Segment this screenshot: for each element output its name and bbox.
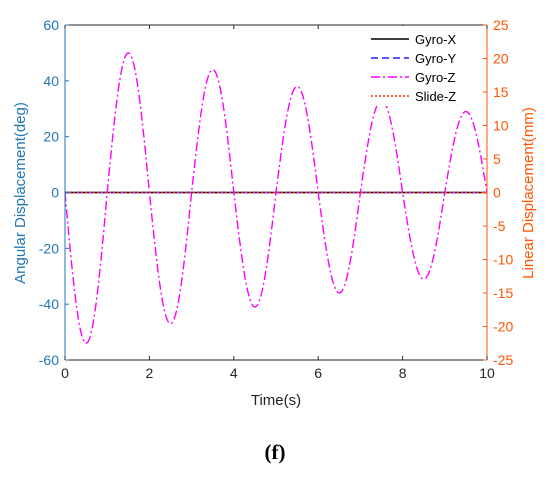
legend-entry: Gyro-X [415, 32, 457, 47]
right-y-tick-label: 15 [493, 84, 509, 100]
left-y-tick-label: -60 [39, 352, 59, 368]
left-y-tick-label: -20 [39, 240, 59, 256]
left-y-tick-label: 60 [43, 17, 59, 33]
legend-entry: Slide-Z [415, 89, 456, 104]
right-y-tick-label: 20 [493, 51, 509, 67]
right-y-tick-label: 10 [493, 118, 509, 134]
x-tick-label: 8 [399, 365, 407, 381]
axes-layer: 0 2 4 6 8 10 -60 -40 -20 0 20 40 60 -25 -20 -15 -10 -5 0 5 1… [39, 17, 514, 381]
legend-entry: Gyro-Y [415, 51, 457, 66]
left-y-tick-label: 40 [43, 73, 59, 89]
x-axis-label: Time(s) [251, 392, 301, 409]
right-y-tick-label: -15 [493, 285, 513, 301]
right-y-tick-label: -20 [493, 319, 513, 335]
left-y-tick-label: 0 [51, 185, 59, 201]
legend-entry: Gyro-Z [415, 70, 456, 85]
right-y-tick-label: 0 [493, 185, 501, 201]
series-gyro-z-line [64, 52, 488, 344]
left-y-tick-label: -40 [39, 296, 59, 312]
x-tick-label: 10 [479, 365, 495, 381]
right-y-tick-label: 5 [493, 151, 501, 167]
x-tick-label: 6 [314, 365, 322, 381]
right-y-tick-label: -25 [493, 352, 513, 368]
right-y-tick-label: 25 [493, 17, 509, 33]
x-tick-label: 4 [230, 365, 238, 381]
right-y-axis-label: Linear Displacement(mm) [520, 107, 537, 279]
legend: Gyro-X Gyro-Y Gyro-Z Slide-Z [367, 26, 481, 106]
x-tick-label: 0 [61, 365, 69, 381]
left-y-axis-label: Angular Displacement(deg) [12, 102, 29, 284]
series-layer [64, 52, 488, 344]
right-y-tick-label: -5 [493, 218, 506, 234]
x-tick-label: 2 [146, 365, 154, 381]
right-y-tick-label: -10 [493, 252, 513, 268]
chart: 0 2 4 6 8 10 -60 -40 -20 0 20 40 60 -25 -20 -15 -10 -5 0 5 1… [12, 17, 537, 409]
left-y-tick-label: 20 [43, 129, 59, 145]
panel-label: (f) [264, 440, 286, 464]
